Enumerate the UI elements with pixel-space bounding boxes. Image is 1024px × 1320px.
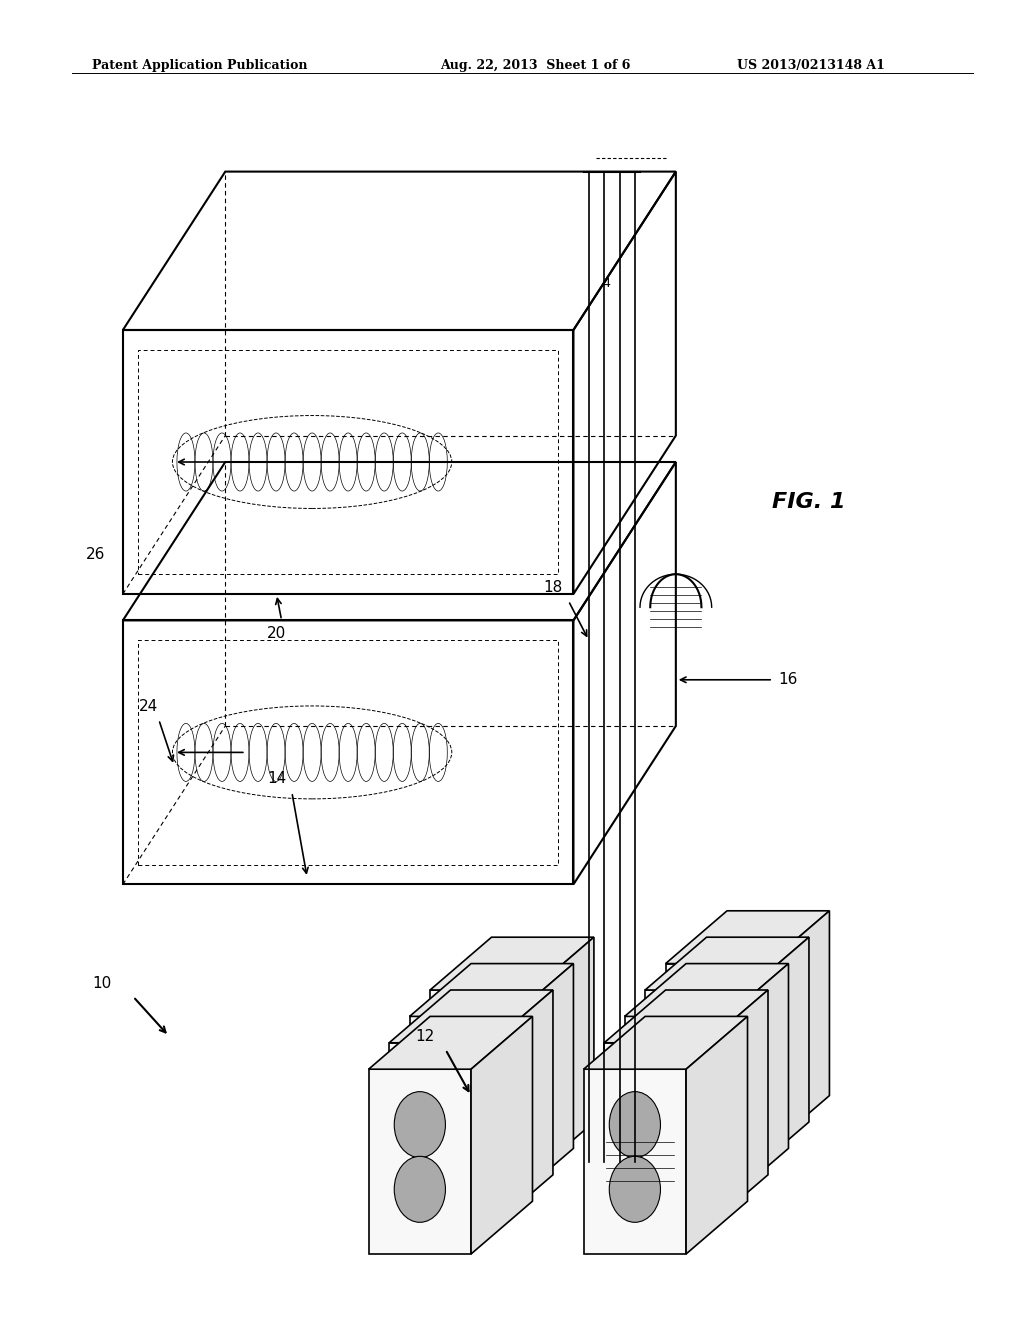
Circle shape [415, 1130, 466, 1196]
Bar [604, 1135, 676, 1188]
Bar [430, 990, 532, 1175]
Polygon shape [584, 1016, 748, 1069]
Polygon shape [768, 911, 829, 1148]
Circle shape [435, 1039, 486, 1105]
Text: Patent Application Publication: Patent Application Publication [92, 59, 307, 73]
Bar [410, 1016, 512, 1201]
Polygon shape [532, 937, 594, 1175]
Polygon shape [492, 990, 553, 1228]
Circle shape [650, 1104, 701, 1170]
Circle shape [609, 1156, 660, 1222]
Polygon shape [686, 1016, 748, 1254]
Circle shape [630, 1130, 681, 1196]
Circle shape [435, 1104, 486, 1170]
Circle shape [394, 1092, 445, 1158]
Circle shape [609, 1092, 660, 1158]
Bar [369, 1069, 471, 1254]
Circle shape [415, 1065, 466, 1131]
Text: 26: 26 [86, 546, 104, 562]
Bar [389, 1043, 492, 1228]
Bar [645, 990, 748, 1175]
Circle shape [394, 1156, 445, 1222]
Polygon shape [512, 964, 573, 1201]
Circle shape [691, 1051, 742, 1117]
Polygon shape [707, 990, 768, 1228]
Polygon shape [410, 964, 573, 1016]
Polygon shape [666, 911, 829, 964]
Bar [604, 1043, 707, 1228]
Polygon shape [471, 1016, 532, 1254]
Polygon shape [430, 937, 594, 990]
Text: 16: 16 [779, 672, 798, 688]
Text: FIG. 1: FIG. 1 [772, 491, 846, 512]
Bar [625, 1016, 727, 1201]
Polygon shape [748, 937, 809, 1175]
Text: 18: 18 [544, 579, 562, 595]
Circle shape [671, 1077, 722, 1143]
Text: 24: 24 [139, 698, 158, 714]
Circle shape [456, 1077, 507, 1143]
Circle shape [650, 1039, 701, 1105]
Text: 10: 10 [93, 975, 112, 991]
Text: Aug. 22, 2013  Sheet 1 of 6: Aug. 22, 2013 Sheet 1 of 6 [440, 59, 631, 73]
Text: US 2013/0213148 A1: US 2013/0213148 A1 [737, 59, 885, 73]
Polygon shape [389, 990, 553, 1043]
Circle shape [456, 1012, 507, 1078]
Polygon shape [625, 964, 788, 1016]
Bar [584, 1069, 686, 1254]
Polygon shape [604, 990, 768, 1043]
Polygon shape [645, 937, 809, 990]
Circle shape [630, 1065, 681, 1131]
Polygon shape [727, 964, 788, 1201]
Polygon shape [369, 1016, 532, 1069]
Text: 12: 12 [416, 1028, 434, 1044]
Circle shape [671, 1012, 722, 1078]
Text: 20: 20 [267, 626, 286, 642]
Text: 4: 4 [602, 277, 610, 290]
Text: 14: 14 [267, 771, 286, 787]
Bar [666, 964, 768, 1148]
Circle shape [691, 986, 742, 1052]
